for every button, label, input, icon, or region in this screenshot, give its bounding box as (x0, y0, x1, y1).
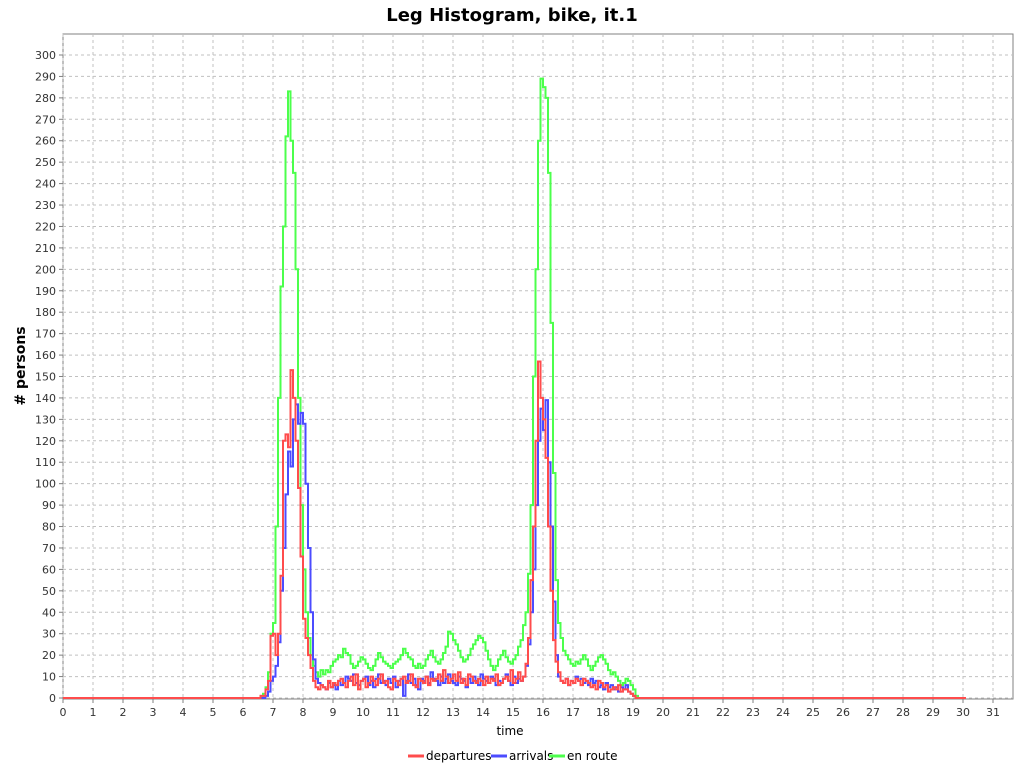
y-tick-label: 220 (35, 220, 56, 233)
y-tick-label: 170 (35, 328, 56, 341)
y-tick-label: 20 (42, 649, 56, 662)
x-tick-label: 9 (330, 706, 337, 719)
x-tick-label: 27 (866, 706, 880, 719)
x-tick-label: 24 (776, 706, 790, 719)
x-tick-label: 19 (626, 706, 640, 719)
y-tick-label: 280 (35, 92, 56, 105)
y-tick-label: 30 (42, 628, 56, 641)
x-tick-label: 18 (596, 706, 610, 719)
y-tick-label: 200 (35, 263, 56, 276)
y-tick-label: 190 (35, 285, 56, 298)
x-tick-label: 12 (416, 706, 430, 719)
chart-title: Leg Histogram, bike, it.1 (386, 5, 638, 26)
y-tick-label: 160 (35, 349, 56, 362)
x-axis-label: time (496, 724, 523, 738)
x-tick-label: 7 (270, 706, 277, 719)
y-tick-label: 150 (35, 371, 56, 384)
y-tick-label: 300 (35, 49, 56, 62)
legend-label: departures (426, 749, 492, 763)
x-tick-label: 25 (806, 706, 820, 719)
y-tick-label: 180 (35, 306, 56, 319)
x-tick-label: 16 (536, 706, 550, 719)
y-tick-label: 230 (35, 199, 56, 212)
x-tick-label: 20 (656, 706, 670, 719)
x-tick-label: 28 (896, 706, 910, 719)
x-tick-label: 10 (356, 706, 370, 719)
y-tick-label: 90 (42, 499, 56, 512)
x-tick-label: 5 (210, 706, 217, 719)
series-lines (63, 77, 966, 699)
y-tick-label: 40 (42, 606, 56, 619)
y-tick-label: 60 (42, 563, 56, 576)
y-tick-label: 210 (35, 242, 56, 255)
y-tick-label: 110 (35, 456, 56, 469)
y-tick-label: 50 (42, 585, 56, 598)
axes: 0 1 2 3 4 5 6 7 8 9 10 11 12 13 14 15 16 17 18 19 20 21 22 23 24… (35, 49, 1000, 719)
x-tick-label: 29 (926, 706, 940, 719)
y-tick-label: 80 (42, 521, 56, 534)
x-tick-label: 22 (716, 706, 730, 719)
x-tick-label: 8 (300, 706, 307, 719)
y-tick-label: 240 (35, 178, 56, 191)
y-tick-label: 250 (35, 156, 56, 169)
x-tick-label: 15 (506, 706, 520, 719)
x-tick-label: 1 (90, 706, 97, 719)
x-tick-label: 4 (180, 706, 187, 719)
legend-label: en route (567, 749, 618, 763)
y-tick-label: 130 (35, 413, 56, 426)
y-tick-label: 0 (49, 692, 56, 705)
x-tick-label: 17 (566, 706, 580, 719)
y-tick-label: 70 (42, 542, 56, 555)
y-tick-label: 270 (35, 113, 56, 126)
y-tick-label: 10 (42, 671, 56, 684)
x-tick-label: 30 (956, 706, 970, 719)
x-tick-label: 26 (836, 706, 850, 719)
x-tick-label: 0 (60, 706, 67, 719)
y-axis-label: # persons (13, 326, 29, 405)
y-tick-label: 140 (35, 392, 56, 405)
x-tick-label: 21 (686, 706, 700, 719)
grid-lines (62, 34, 1013, 699)
y-tick-label: 120 (35, 435, 56, 448)
x-tick-label: 11 (386, 706, 400, 719)
x-tick-label: 23 (746, 706, 760, 719)
x-tick-label: 31 (986, 706, 1000, 719)
legend: departures arrivals en route (408, 749, 618, 763)
legend-label: arrivals (509, 749, 553, 763)
y-tick-label: 260 (35, 135, 56, 148)
x-tick-label: 2 (120, 706, 127, 719)
series-line-en-route (63, 77, 966, 699)
x-tick-label: 3 (150, 706, 157, 719)
x-tick-label: 14 (476, 706, 490, 719)
x-tick-label: 6 (240, 706, 247, 719)
x-tick-label: 13 (446, 706, 460, 719)
y-tick-label: 100 (35, 478, 56, 491)
series-line-departures (63, 360, 966, 699)
y-tick-label: 290 (35, 70, 56, 83)
